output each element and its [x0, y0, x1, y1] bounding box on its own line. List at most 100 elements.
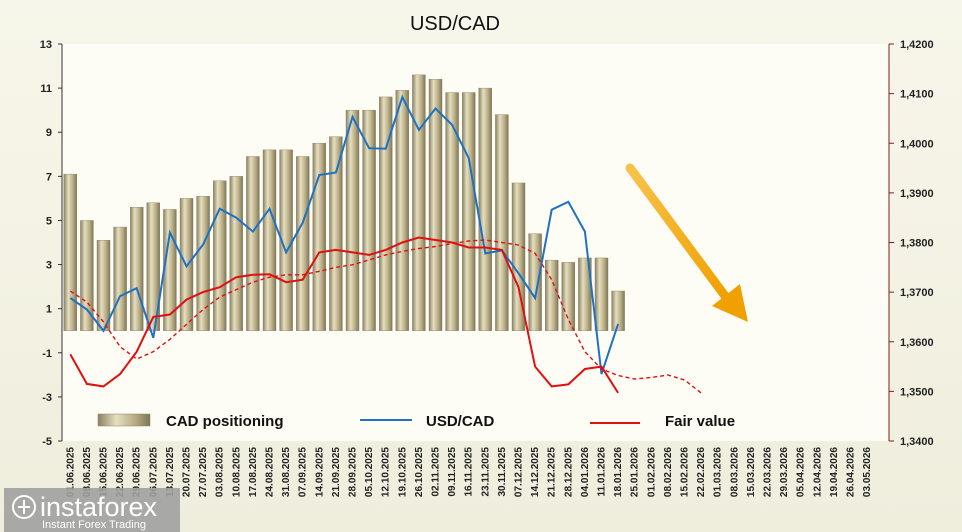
bar-cad-positioning	[246, 156, 260, 331]
bar-cad-positioning	[511, 182, 526, 331]
right-tick-label: 1,3900	[900, 188, 934, 200]
x-tick-label: 22.06.2025	[115, 447, 126, 497]
bar-cad-positioning	[113, 226, 127, 331]
bar-cad-positioning	[63, 173, 77, 331]
bar-cad-positioning	[611, 290, 625, 331]
right-tick-label: 1,3800	[900, 238, 934, 250]
left-tick-label: 3	[46, 260, 52, 272]
right-tick-label: 1,3600	[900, 337, 934, 349]
line-fair-value-projection	[69, 239, 702, 394]
left-tick-label: -1	[42, 348, 52, 360]
left-tick-label: 1	[46, 304, 52, 316]
bar-cad-positioning	[262, 149, 277, 331]
logo-tagline: Instant Forex Trading	[42, 519, 146, 531]
legend-label-usdcad: USD/CAD	[426, 413, 495, 430]
x-tick-label: 28.09.2025	[348, 447, 359, 497]
bar-cad-positioning	[545, 259, 559, 331]
x-tick-label: 11.01.2026	[597, 447, 608, 497]
bar-cad-positioning	[229, 176, 244, 331]
x-tick-label: 08.06.2025	[82, 447, 93, 497]
x-tick-label: 15.03.2026	[746, 447, 757, 497]
x-tick-label: 18.01.2026	[613, 447, 624, 497]
bar-cad-positioning	[412, 74, 426, 331]
x-tick-label: 22.03.2026	[763, 447, 774, 497]
x-tick-label: 19.04.2026	[829, 447, 840, 497]
bar-cad-positioning	[146, 202, 161, 331]
left-tick-label: 9	[46, 127, 52, 139]
bar-cad-positioning	[129, 207, 144, 331]
bar-cad-positioning	[395, 90, 409, 331]
bar-cad-positioning	[379, 96, 393, 331]
x-tick-label: 01.06.2025	[65, 447, 76, 497]
bar-cad-positioning	[362, 109, 376, 331]
right-tick-label: 1,3500	[900, 386, 934, 398]
bar-cad-positioning	[478, 87, 492, 331]
x-tick-label: 30.11.2025	[497, 447, 508, 497]
x-tick-label: 03.08.2025	[215, 447, 226, 497]
bar-cad-positioning	[495, 114, 509, 331]
bar-cad-positioning	[561, 262, 575, 331]
right-tick-label: 1,3400	[900, 436, 934, 448]
x-tick-label: 28.12.2025	[563, 447, 574, 497]
right-tick-label: 1,4100	[900, 89, 934, 101]
bar-cad-positioning	[594, 257, 609, 331]
bar-cad-positioning	[528, 233, 542, 331]
bar-cad-positioning	[312, 143, 326, 331]
x-tick-label: 06.07.2025	[148, 447, 159, 497]
lines-layer	[69, 94, 702, 394]
bar-cad-positioning	[212, 180, 227, 331]
forecast-arrow-head	[712, 284, 748, 322]
x-tick-label: 05.10.2025	[364, 447, 375, 497]
bar-cad-positioning	[196, 195, 210, 331]
bar-cad-positioning	[462, 92, 476, 331]
chart-title: USD/CAD	[410, 13, 500, 35]
bar-cad-positioning	[445, 92, 459, 331]
right-tick-label: 1,3700	[900, 287, 934, 299]
legend-label-cad-positioning: CAD positioning	[166, 413, 283, 430]
x-tick-label: 21.12.2025	[547, 447, 558, 497]
x-tick-label: 26.10.2025	[414, 447, 425, 497]
x-tick-label: 03.05.2026	[862, 447, 873, 497]
left-tick-label: 13	[40, 39, 52, 51]
right-tick-label: 1,4200	[900, 39, 934, 51]
left-tick-label: -3	[42, 392, 52, 404]
x-tick-label: 09.11.2025	[447, 447, 458, 497]
x-tick-label: 17.08.2025	[248, 447, 259, 497]
legend: CAD positioning USD/CAD Fair value	[97, 413, 735, 430]
line-fair-value	[69, 236, 619, 394]
left-axis-ticks: 13 11 9 7 5 3 1 -1 -3 -5	[40, 39, 62, 448]
logo-box	[4, 488, 180, 532]
x-tick-label: 20.07.2025	[182, 447, 193, 497]
x-tick-label: 29.03.2026	[779, 447, 790, 497]
x-tick-label: 23.11.2025	[480, 447, 491, 497]
x-tick-label: 08.03.2026	[729, 447, 740, 497]
bar-cad-positioning	[296, 156, 310, 331]
x-tick-label: 12.04.2026	[812, 447, 823, 497]
forecast-arrow	[625, 163, 748, 322]
x-tick-label: 13.07.2025	[165, 447, 176, 497]
left-tick-label: 7	[46, 171, 52, 183]
x-tick-label: 15.06.2025	[99, 447, 110, 497]
line-usdcad	[69, 94, 620, 375]
x-tick-label: 07.09.2025	[298, 447, 309, 497]
x-tick-label: 25.01.2026	[630, 447, 641, 497]
x-tick-label: 29.06.2025	[132, 447, 143, 497]
x-tick-label: 05.04.2026	[796, 447, 807, 497]
bar-cad-positioning	[329, 136, 343, 331]
logo-emblem-icon	[12, 495, 36, 519]
x-tick-label: 27.07.2025	[198, 447, 209, 497]
bar-cad-positioning	[163, 209, 177, 331]
x-tick-label: 22.02.2026	[696, 447, 707, 497]
right-axis-ticks: 1,4200 1,4100 1,4000 1,3900 1,3800 1,3700 1,36…	[889, 39, 934, 448]
x-tick-label: 08.02.2026	[663, 447, 674, 497]
x-tick-label: 01.02.2026	[646, 447, 657, 497]
x-tick-label: 26.04.2026	[846, 447, 857, 497]
bar-cad-positioning	[428, 79, 443, 331]
x-tick-label: 19.10.2025	[397, 447, 408, 497]
bar-cad-positioning	[345, 109, 360, 331]
x-tick-label: 14.09.2025	[314, 447, 325, 497]
right-tick-label: 1,4000	[900, 138, 934, 150]
bar-cad-positioning	[96, 240, 111, 331]
